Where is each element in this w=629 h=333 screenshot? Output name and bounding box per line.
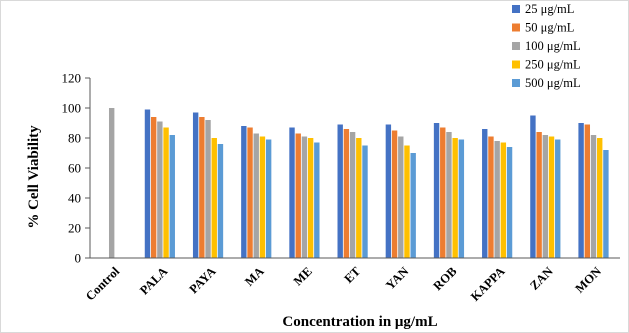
y-tick-label-80: 80 bbox=[68, 131, 81, 146]
bar-me-series-2 bbox=[301, 136, 308, 258]
bar-ma-series-2 bbox=[253, 133, 259, 258]
bar-yan-series-1 bbox=[391, 130, 398, 258]
y-tick-label-100: 100 bbox=[62, 101, 82, 116]
bar-zan-series-4 bbox=[555, 139, 561, 258]
legend-label-4: 500 μg/mL bbox=[525, 76, 581, 90]
bar-yan-series-0 bbox=[385, 124, 392, 258]
bar-mon-series-3 bbox=[597, 138, 603, 258]
bar-kappa-series-4 bbox=[506, 147, 513, 258]
bar-kappa-series-3 bbox=[500, 142, 507, 258]
legend-label-2: 100 μg/mL bbox=[525, 39, 581, 53]
bar-et-series-4 bbox=[362, 145, 368, 258]
bar-ma-series-3 bbox=[259, 136, 266, 258]
bar-paya-series-3 bbox=[211, 138, 217, 258]
bar-me-series-1 bbox=[295, 133, 301, 258]
bar-rob-series-3 bbox=[452, 138, 458, 258]
legend-swatch-1 bbox=[512, 23, 520, 32]
legend-swatch-2 bbox=[512, 42, 520, 50]
y-tick-label-120: 120 bbox=[62, 71, 82, 86]
bar-mon-series-2 bbox=[590, 135, 597, 258]
y-tick-label-60: 60 bbox=[68, 161, 81, 176]
bar-rob-series-4 bbox=[458, 139, 465, 258]
bars-layer bbox=[108, 108, 609, 258]
bar-yan-series-4 bbox=[410, 153, 416, 258]
bar-me-series-3 bbox=[307, 138, 314, 258]
bar-zan-series-0 bbox=[530, 115, 536, 258]
legend-label-0: 25 μg/mL bbox=[525, 2, 574, 16]
y-tick-label-40: 40 bbox=[68, 191, 81, 206]
bar-rob-series-2 bbox=[446, 132, 452, 258]
bar-et-series-2 bbox=[349, 132, 356, 258]
bar-zan-series-3 bbox=[548, 136, 555, 258]
bar-kappa-series-0 bbox=[482, 129, 488, 258]
legend-swatch-3 bbox=[512, 60, 520, 69]
bar-ma-series-0 bbox=[241, 126, 247, 258]
bar-yan-series-2 bbox=[398, 136, 404, 258]
x-axis-title: Concentration in μg/mL bbox=[282, 314, 437, 330]
bar-paya-series-4 bbox=[217, 144, 224, 258]
axes-layer bbox=[85, 77, 620, 259]
bar-me-series-0 bbox=[289, 127, 295, 258]
bar-me-series-4 bbox=[314, 142, 320, 258]
bar-ma-series-1 bbox=[247, 127, 253, 258]
bar-mon-series-4 bbox=[603, 150, 609, 258]
bar-yan-series-3 bbox=[404, 145, 410, 258]
bar-mon-series-1 bbox=[584, 124, 591, 258]
bar-kappa-series-1 bbox=[488, 136, 494, 258]
bar-zan-series-1 bbox=[536, 132, 542, 258]
bar-paya-series-0 bbox=[192, 112, 199, 258]
bar-pala-series-0 bbox=[144, 109, 151, 258]
legend: 25 μg/mL 50 μg/mL 100 μg/mL 250 μg/mL 500 μg… bbox=[512, 2, 581, 90]
legend-label-3: 250 μg/mL bbox=[525, 58, 581, 72]
bar-paya-series-2 bbox=[205, 120, 211, 258]
bar-ma-series-4 bbox=[265, 139, 272, 258]
legend-label-1: 50 μg/mL bbox=[525, 21, 574, 35]
bar-rob-series-0 bbox=[433, 123, 440, 258]
bar-pala-series-4 bbox=[169, 135, 175, 258]
bar-pala-series-1 bbox=[150, 117, 157, 258]
bar-kappa-series-2 bbox=[494, 141, 500, 258]
y-tick-label-20: 20 bbox=[68, 221, 81, 236]
y-tick-label-0: 0 bbox=[75, 251, 82, 266]
legend-swatch-4 bbox=[512, 79, 520, 87]
y-axis-title: % Cell Viability bbox=[26, 125, 42, 229]
bar-et-series-3 bbox=[356, 138, 362, 258]
bar-rob-series-1 bbox=[440, 127, 446, 258]
bar-zan-series-2 bbox=[542, 135, 549, 258]
legend-swatch-0 bbox=[512, 5, 520, 13]
bar-control-series-2 bbox=[108, 108, 115, 258]
bar-et-series-0 bbox=[337, 124, 343, 258]
bar-paya-series-1 bbox=[199, 117, 205, 258]
bar-mon-series-0 bbox=[578, 123, 584, 258]
bar-et-series-1 bbox=[343, 129, 350, 258]
bar-pala-series-3 bbox=[163, 127, 169, 258]
bar-pala-series-2 bbox=[157, 121, 163, 258]
